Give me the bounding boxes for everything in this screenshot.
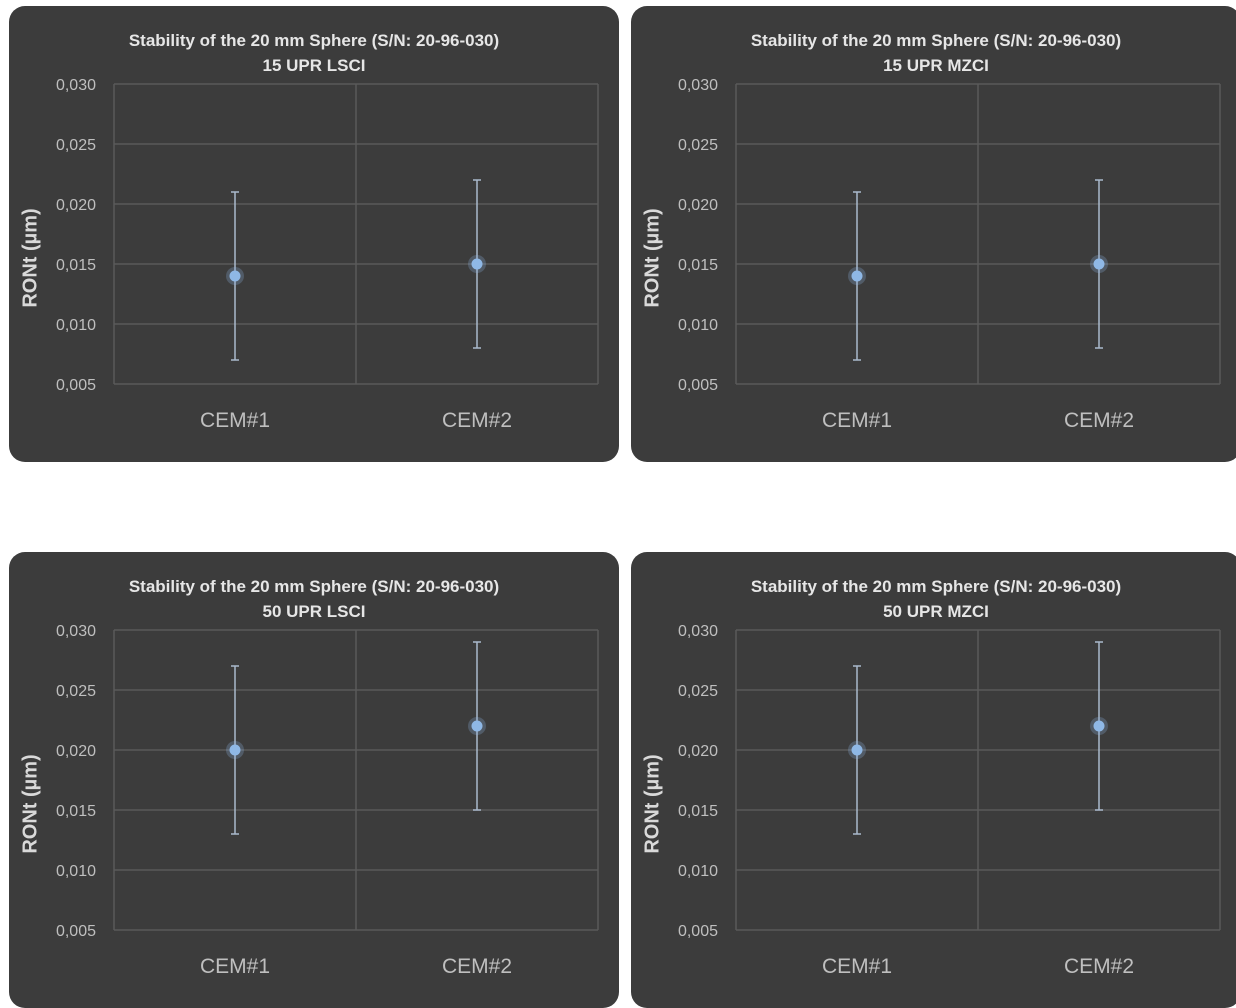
chart-plot-area: 0,005 0,010 0,015 0,020 0,025 0,030 CEM#1 CEM#2 <box>56 623 599 978</box>
y-axis-label-text: RONt (µm) <box>641 208 664 308</box>
x-tick-label: CEM#1 <box>822 409 892 432</box>
y-tick-label: 0,030 <box>56 623 96 640</box>
chart-title: Stability of the 20 mm Sphere (S/N: 20-9… <box>9 574 619 624</box>
data-point <box>851 744 863 756</box>
y-tick-label: 0,020 <box>56 743 96 760</box>
y-axis-label-text: RONt (µm) <box>641 754 664 854</box>
data-point <box>1093 720 1105 732</box>
chart-title: Stability of the 20 mm Sphere (S/N: 20-9… <box>9 28 619 78</box>
y-tick-label: 0,010 <box>56 317 96 334</box>
y-tick-label: 0,015 <box>56 803 96 820</box>
y-tick-label: 0,020 <box>56 197 96 214</box>
chart-title: Stability of the 20 mm Sphere (S/N: 20-9… <box>631 28 1236 78</box>
y-tick-label: 0,025 <box>56 137 96 154</box>
chart-title-line: Stability of the 20 mm Sphere (S/N: 20-9… <box>128 31 500 50</box>
y-tick-label: 0,030 <box>678 77 718 94</box>
data-point <box>471 258 483 270</box>
chart-subtitle: 15 UPR LSCI <box>262 56 366 75</box>
x-tick-label: CEM#2 <box>442 955 512 978</box>
chart-title: Stability of the 20 mm Sphere (S/N: 20-9… <box>631 574 1236 624</box>
chart-panel-50-upr-lsci: 0,005 0,010 0,015 0,020 0,025 0,030 CEM#1 CEM#2… <box>9 552 619 1008</box>
chart-subtitle: 15 UPR MZCI <box>883 56 989 75</box>
x-tick-label: CEM#1 <box>200 409 270 432</box>
chart-panel-15-upr-lsci: 0,005 0,010 0,015 0,020 0,025 0,030 CEM#1 CEM#2… <box>9 6 619 462</box>
y-axis-label-text: RONt (µm) <box>19 754 42 854</box>
data-point <box>1093 258 1105 270</box>
chart-subtitle: 50 UPR LSCI <box>262 602 366 621</box>
chart-plot-area: 0,005 0,010 0,015 0,020 0,025 0,030 CEM#1 CEM#2 <box>56 77 599 432</box>
y-tick-label: 0,005 <box>56 377 96 394</box>
chart-plot-area: 0,005 0,010 0,015 0,020 0,025 0,030 CEM#1 CEM#2 <box>678 77 1221 432</box>
y-tick-label: 0,010 <box>678 317 718 334</box>
y-tick-label: 0,015 <box>678 257 718 274</box>
data-point <box>229 744 241 756</box>
chart-plot-area: 0,005 0,010 0,015 0,020 0,025 0,030 CEM#1 CEM#2 <box>678 623 1221 978</box>
chart-title-line: Stability of the 20 mm Sphere (S/N: 20-9… <box>750 31 1122 50</box>
chart-title-line: Stability of the 20 mm Sphere (S/N: 20-9… <box>128 577 500 596</box>
y-tick-label: 0,005 <box>56 923 96 940</box>
y-tick-label: 0,020 <box>678 197 718 214</box>
y-tick-label: 0,030 <box>56 77 96 94</box>
x-tick-label: CEM#1 <box>200 955 270 978</box>
data-point <box>851 270 863 282</box>
y-tick-label: 0,025 <box>56 683 96 700</box>
y-tick-label: 0,005 <box>678 923 718 940</box>
y-tick-label: 0,010 <box>678 863 718 880</box>
x-tick-label: CEM#2 <box>1064 409 1134 432</box>
data-point <box>471 720 483 732</box>
y-tick-label: 0,025 <box>678 137 718 154</box>
x-tick-label: CEM#2 <box>442 409 512 432</box>
x-tick-label: CEM#1 <box>822 955 892 978</box>
y-tick-label: 0,015 <box>56 257 96 274</box>
chart-subtitle: 50 UPR MZCI <box>883 602 989 621</box>
y-tick-label: 0,005 <box>678 377 718 394</box>
y-axis-label-text: RONt (µm) <box>19 208 42 308</box>
y-tick-label: 0,020 <box>678 743 718 760</box>
x-tick-label: CEM#2 <box>1064 955 1134 978</box>
y-tick-label: 0,025 <box>678 683 718 700</box>
y-tick-label: 0,010 <box>56 863 96 880</box>
chart-panel-15-upr-mzci: 0,005 0,010 0,015 0,020 0,025 0,030 CEM#1 CEM#2… <box>631 6 1236 462</box>
y-tick-label: 0,030 <box>678 623 718 640</box>
data-point <box>229 270 241 282</box>
y-tick-label: 0,015 <box>678 803 718 820</box>
chart-panel-50-upr-mzci: 0,005 0,010 0,015 0,020 0,025 0,030 CEM#1 CEM#2… <box>631 552 1236 1008</box>
chart-title-line: Stability of the 20 mm Sphere (S/N: 20-9… <box>750 577 1122 596</box>
